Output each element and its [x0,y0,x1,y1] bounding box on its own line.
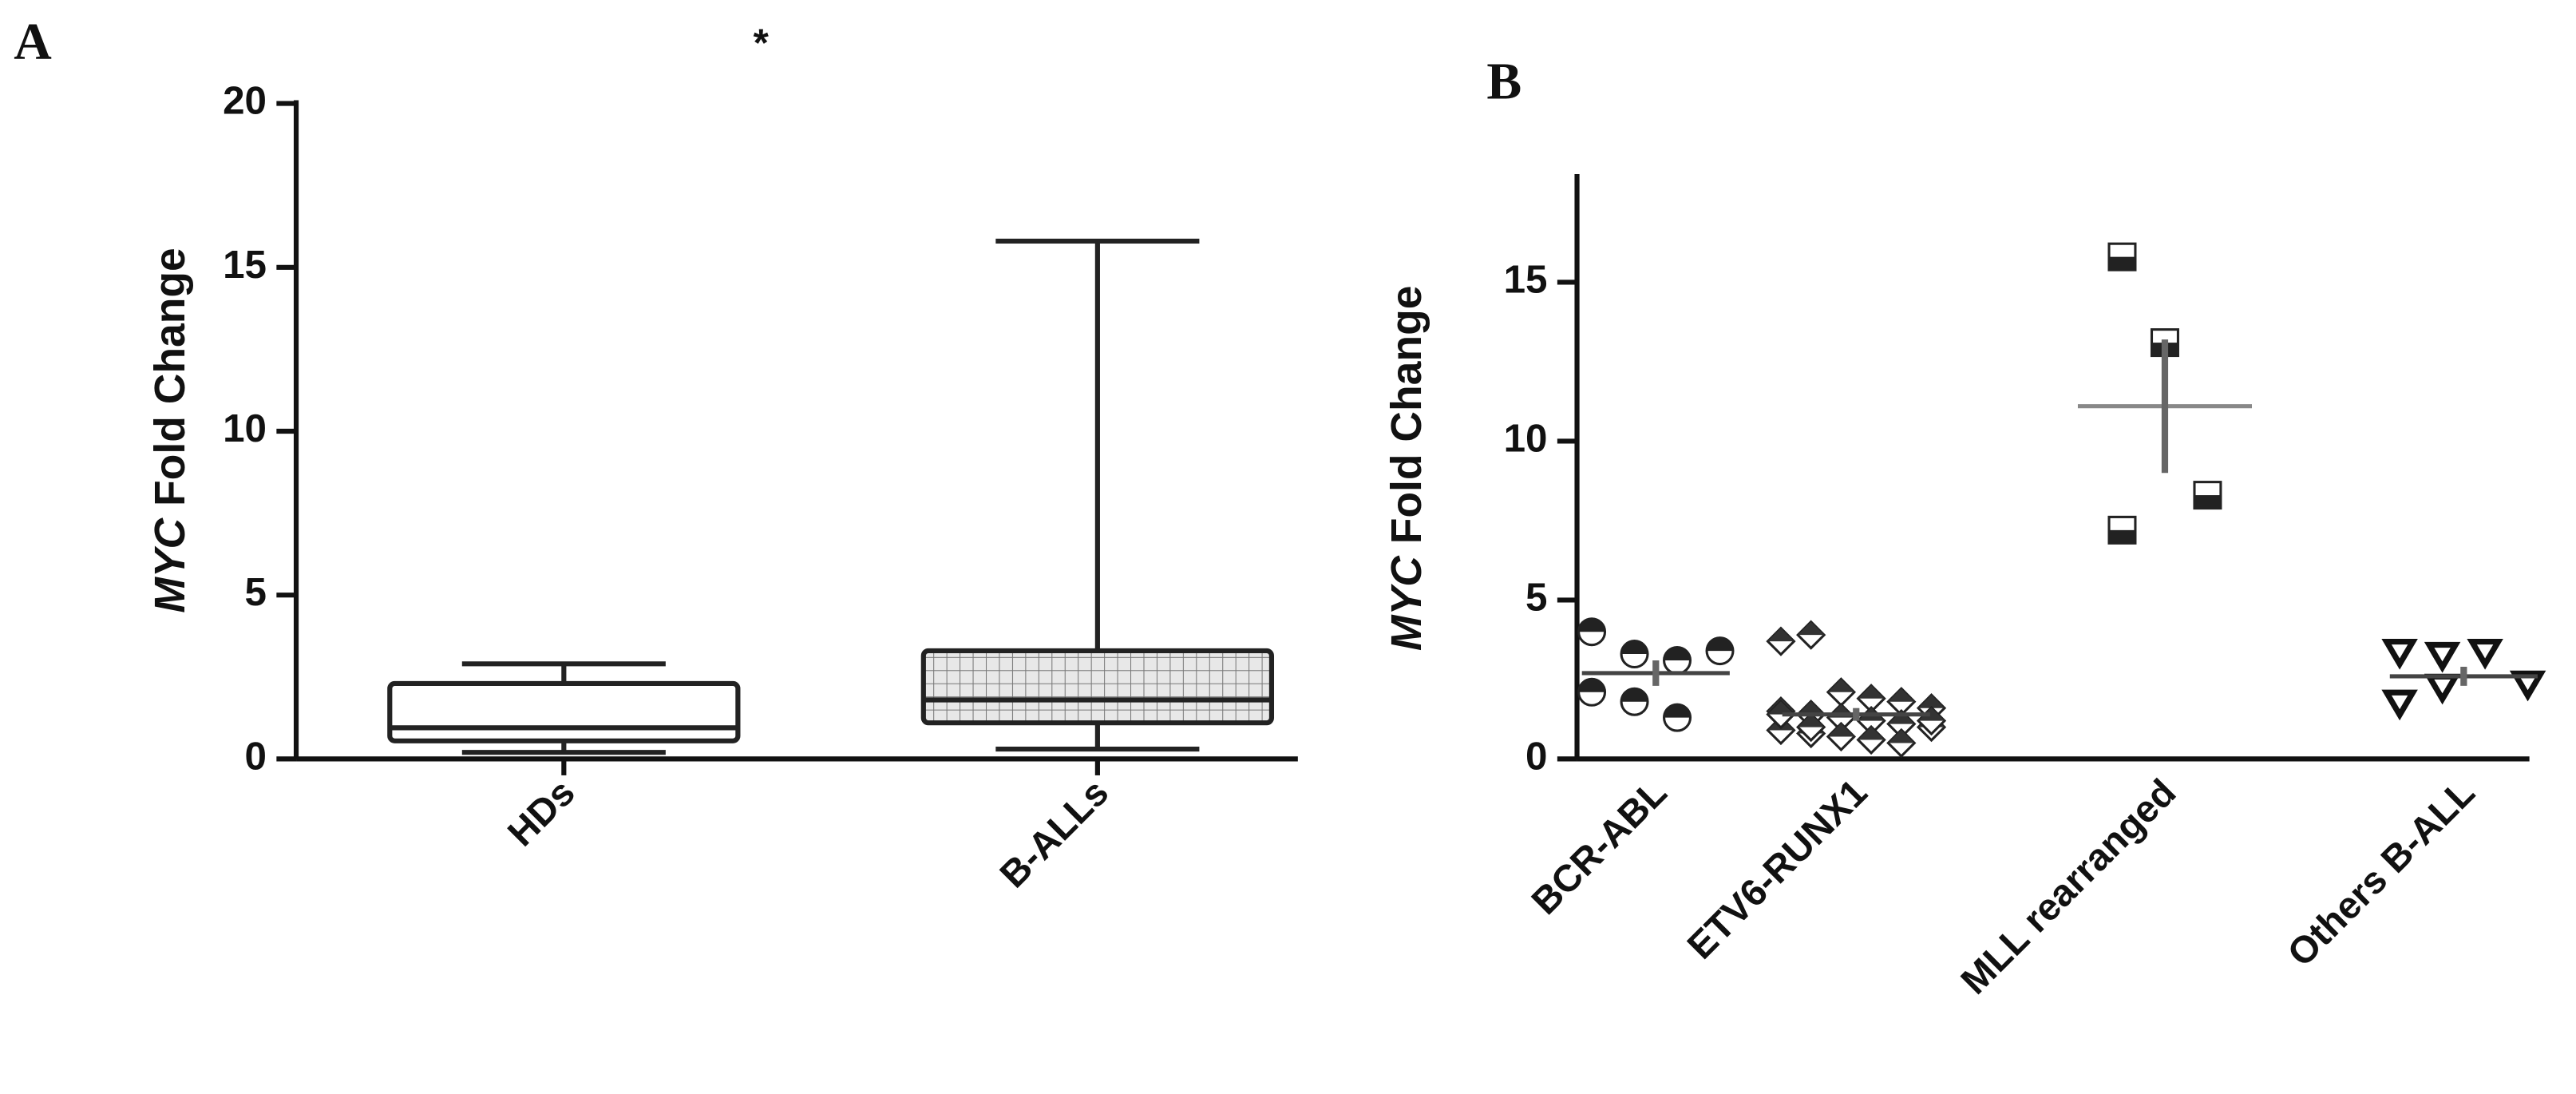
point [1620,640,1649,669]
marker-outline [2467,638,2503,670]
point [2509,670,2546,702]
x-tick-label: Others B-ALL [2280,771,2483,975]
marker-fill [1827,679,1854,692]
y-label-text: Fold Change [1383,286,1430,545]
panel-label: A [14,13,52,71]
marker-fill [1888,730,1915,743]
marker-outline [2424,641,2461,673]
y-tick-label: 10 [1504,416,1548,460]
marker-outline [2509,670,2546,702]
point [1826,721,1857,752]
point [2193,481,2222,510]
marker-fill [1707,637,1733,652]
marker-fill [1767,628,1794,642]
point [2107,242,2137,272]
marker-fill [1888,688,1915,702]
marker-fill [1858,727,1885,740]
point [1856,724,1886,755]
point [1620,687,1649,716]
marker-fill [1888,711,1915,724]
marker-fill [1767,701,1794,715]
annotation: * [754,22,770,65]
marker-outline [2424,673,2461,705]
marker-fill [1918,695,1945,708]
point [1577,617,1607,647]
y-label-gene: MYC [1383,555,1430,651]
marker-fill [1578,679,1605,692]
marker-fill [1858,685,1885,699]
x-tick-label: HDs [500,771,583,854]
marker-fill [2109,529,2135,544]
point [1705,636,1735,666]
marker-fill [1664,647,1691,661]
x-tick-label: BCR-ABL [1524,771,1676,923]
point [1766,626,1796,656]
marker-fill [1798,714,1825,727]
point [2107,515,2137,545]
y-tick-label: 20 [223,79,267,123]
point [1826,677,1857,708]
point [1886,727,1917,759]
marker-fill [1827,723,1854,737]
y-label-text: Fold Change [147,248,194,506]
y-axis-label: MYC Fold Change [1383,286,1430,651]
marker-fill [1578,618,1605,632]
point [2467,638,2503,670]
marker-outline [2381,638,2418,670]
x-tick-label: B-ALLs [992,771,1117,896]
marker-fill [1664,704,1691,718]
panel-label: B [1486,52,1521,110]
y-tick-label: 10 [223,406,267,450]
y-tick-label: 0 [245,734,267,778]
marker-outline [2381,689,2418,721]
y-tick-label: 15 [1504,258,1548,302]
point [1796,620,1826,650]
marker-fill [1918,708,1945,721]
y-tick-label: 5 [245,570,267,614]
box [920,648,1275,726]
point [2381,689,2418,721]
y-tick-label: 0 [1525,734,1547,778]
marker-fill [2109,256,2135,271]
point [2424,673,2461,705]
y-label-gene: MYC [147,517,194,612]
marker-fill [1621,688,1648,702]
point [1663,646,1692,676]
y-axis-label: MYC Fold Change [147,248,194,612]
point [2381,638,2418,670]
marker-fill [2194,495,2221,509]
y-tick-label: 5 [1525,575,1547,619]
marker-fill [1798,621,1825,636]
point [2424,641,2461,673]
y-tick-label: 15 [223,243,267,287]
x-tick-label: ETV6-RUNX1 [1680,771,1876,968]
point [1577,677,1607,707]
point [1663,703,1692,732]
marker-fill [1621,640,1648,655]
x-tick-label: MLL rearranged [1953,771,2185,1003]
marker-fill [1798,701,1825,715]
point [1766,700,1796,730]
point [1796,711,1826,743]
box [387,680,741,743]
